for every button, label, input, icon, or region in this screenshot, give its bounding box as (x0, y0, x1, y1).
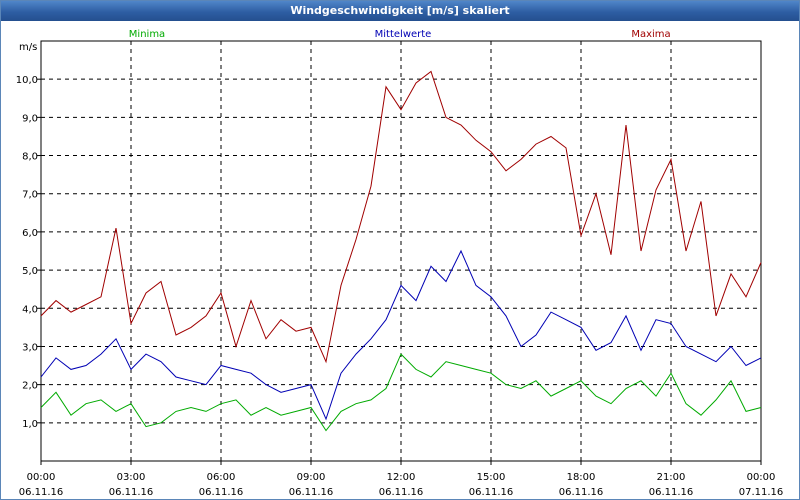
y-tick-label: 9,0 (22, 113, 38, 124)
grid-lines (41, 41, 761, 461)
y-tick-label: 1,0 (22, 419, 38, 430)
series-line-minima (40, 353, 762, 432)
x-tick-date-label: 06.11.16 (559, 487, 604, 498)
x-tick-date-label: 06.11.16 (649, 487, 694, 498)
x-tick-date-label: 06.11.16 (469, 487, 514, 498)
y-tick-label: 10,0 (16, 75, 38, 86)
x-tick-date-label: 06.11.16 (289, 487, 334, 498)
legend-maxima: Maxima (631, 29, 670, 40)
legend-minima: Minima (129, 29, 165, 40)
y-axis-unit-label: m/s (19, 42, 37, 53)
y-tick-label: 7,0 (22, 190, 38, 201)
x-tick-date-label: 06.11.16 (199, 487, 244, 498)
series-lines (40, 70, 762, 432)
x-tick-time-label: 03:00 (117, 472, 146, 483)
y-tick-label: 8,0 (22, 152, 38, 163)
x-tick-date-label: 07.11.16 (739, 487, 784, 498)
x-tick-time-label: 21:00 (657, 472, 686, 483)
x-tick-time-label: 00:00 (747, 472, 776, 483)
x-tick-time-label: 09:00 (297, 472, 326, 483)
chart-title: Windgeschwindigkeit [m/s] skaliert (290, 4, 510, 17)
y-axis-ticks: 1,0 2,0 3,0 4,0 5,0 6,0 7,0 8,0 9,0 10,0 (16, 75, 41, 430)
x-tick-time-label: 18:00 (567, 472, 596, 483)
x-axis-ticks: 00:00 06.11.16 03:00 06.11.16 06:00 06.11.16 0… (19, 461, 784, 498)
y-tick-label: 5,0 (22, 266, 38, 277)
series-line-maxima (40, 70, 762, 364)
x-tick-time-label: 15:00 (477, 472, 506, 483)
x-tick-time-label: 12:00 (387, 472, 416, 483)
x-tick-time-label: 00:00 (27, 472, 56, 483)
title-bar: Windgeschwindigkeit [m/s] skaliert (1, 1, 799, 21)
y-tick-label: 4,0 (22, 304, 38, 315)
y-tick-label: 3,0 (22, 342, 38, 353)
x-tick-date-label: 06.11.16 (19, 487, 64, 498)
legend-mittelwerte: Mittelwerte (375, 29, 432, 40)
series-line-mean (40, 249, 762, 421)
y-tick-label: 6,0 (22, 228, 38, 239)
x-tick-date-label: 06.11.16 (109, 487, 154, 498)
x-tick-date-label: 06.11.16 (379, 487, 424, 498)
x-tick-time-label: 06:00 (207, 472, 236, 483)
y-tick-label: 2,0 (22, 381, 38, 392)
